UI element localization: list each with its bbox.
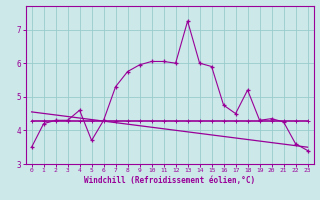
X-axis label: Windchill (Refroidissement éolien,°C): Windchill (Refroidissement éolien,°C) xyxy=(84,176,255,185)
